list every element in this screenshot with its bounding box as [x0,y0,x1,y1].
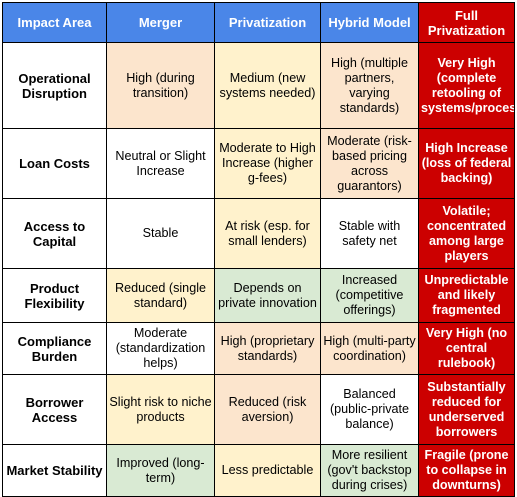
table-cell: Balanced (public-private balance) [320,374,419,445]
row-label: Product Flexibility [2,268,107,323]
row-label: Access to Capital [2,198,107,269]
table-cell: High (multiple partners, varying standar… [320,42,419,129]
table-cell: Very High (no central rulebook) [418,322,515,375]
table-cell: High (multi-party coordination) [320,322,419,375]
table-cell: High (during transition) [106,42,215,129]
table-cell: At risk (esp. for small lenders) [214,198,321,269]
table-cell: Fragile (prone to collapse in downturns) [418,444,515,497]
table-row: Product Flexibility Reduced (single stan… [2,268,515,323]
header-hybrid-model: Hybrid Model [320,2,419,43]
table-cell: Depends on private innovation [214,268,321,323]
table-cell: Moderate (standardization helps) [106,322,215,375]
table-cell: High (proprietary standards) [214,322,321,375]
table-cell: Neutral or Slight Increase [106,128,215,199]
table-cell: Moderate (risk-based pricing across guar… [320,128,419,199]
row-label: Borrower Access [2,374,107,445]
row-label: Operational Disruption [2,42,107,129]
table-cell: Increased (competitive offerings) [320,268,419,323]
table-cell: Substantially reduced for underserved bo… [418,374,515,445]
header-row: Impact Area Merger Privatization Hybrid … [2,2,515,43]
header-impact-area: Impact Area [2,2,107,43]
table-cell: Reduced (risk aversion) [214,374,321,445]
table-row: Loan Costs Neutral or Slight Increase Mo… [2,128,515,199]
row-label: Compliance Burden [2,322,107,375]
table-row: Compliance Burden Moderate (standardizat… [2,322,515,375]
table-cell: Medium (new systems needed) [214,42,321,129]
header-privatization: Privatization [214,2,321,43]
table-cell: Slight risk to niche products [106,374,215,445]
header-merger: Merger [106,2,215,43]
table-row: Market Stability Improved (long-term) Le… [2,444,515,497]
table-cell: High Increase (loss of federal backing) [418,128,515,199]
row-label: Loan Costs [2,128,107,199]
table-cell: Less predictable [214,444,321,497]
table-cell: Unpredictable and likely fragmented [418,268,515,323]
table-cell: Stable with safety net [320,198,419,269]
table-cell: Moderate to High Increase (higher g-fees… [214,128,321,199]
header-full-privatization: Full Privatization [418,2,515,43]
table-cell: Reduced (single standard) [106,268,215,323]
table-cell: More resilient (gov't backstop during cr… [320,444,419,497]
table-row: Borrower Access Slight risk to niche pro… [2,374,515,445]
table-row: Access to Capital Stable At risk (esp. f… [2,198,515,269]
table-cell: Stable [106,198,215,269]
table-cell: Very High (complete retooling of systems… [418,42,515,129]
table-row: Operational Disruption High (during tran… [2,42,515,129]
row-label: Market Stability [2,444,107,497]
table-cell: Improved (long-term) [106,444,215,497]
table-cell: Volatile; concentrated among large playe… [418,198,515,269]
